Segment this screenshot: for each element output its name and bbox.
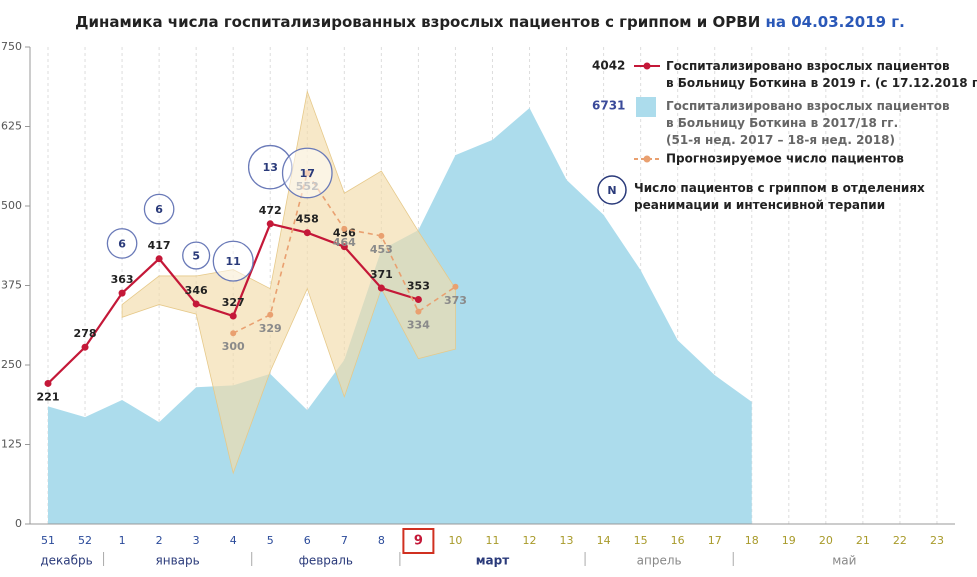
icu-circle bbox=[143, 193, 175, 225]
x-tick-label: 8 bbox=[378, 534, 385, 547]
data-label: 453 bbox=[370, 243, 393, 256]
x-tick-label: 11 bbox=[485, 534, 499, 547]
y-tick-label: 250 bbox=[1, 358, 22, 371]
point bbox=[266, 220, 274, 228]
x-tick-label: 20 bbox=[819, 534, 833, 547]
x-tick-label: 21 bbox=[856, 534, 870, 547]
y-tick-label: 500 bbox=[1, 199, 22, 212]
forecast-point bbox=[415, 308, 422, 315]
data-label: 334 bbox=[407, 319, 430, 332]
data-label: 346 bbox=[185, 284, 208, 297]
data-label: 300 bbox=[222, 340, 245, 353]
x-tick-label: 2 bbox=[156, 534, 163, 547]
y-tick-label: 125 bbox=[1, 438, 22, 451]
icu-label: 17 bbox=[300, 167, 315, 180]
x-tick-label: 15 bbox=[634, 534, 648, 547]
x-tick-label: 17 bbox=[708, 534, 722, 547]
legend-label: Госпитализировано взрослых пациентов в Бо… bbox=[666, 59, 977, 90]
x-tick-label: 52 bbox=[78, 534, 92, 547]
point bbox=[44, 379, 52, 387]
title-text: Динамика числа госпитализированных взрос… bbox=[75, 13, 760, 31]
x-tick-label: 12 bbox=[523, 534, 537, 547]
data-label: 371 bbox=[370, 268, 393, 281]
data-label: 363 bbox=[111, 273, 134, 286]
icu-circle bbox=[106, 228, 138, 259]
legend-total: 6731 bbox=[592, 99, 625, 113]
legend-point bbox=[643, 62, 651, 70]
x-tick-label: 4 bbox=[230, 534, 237, 547]
x-tick-label: 9 bbox=[414, 534, 423, 549]
y-tick-label: 750 bbox=[1, 40, 22, 53]
x-tick-label: 3 bbox=[193, 534, 200, 547]
month-label: апрель bbox=[637, 554, 682, 568]
x-tick-label: 7 bbox=[341, 534, 348, 547]
legend-swatch bbox=[636, 97, 656, 117]
point bbox=[340, 243, 348, 251]
legend-icu-circle bbox=[597, 175, 627, 205]
data-label: 221 bbox=[37, 390, 60, 403]
icu-circle bbox=[212, 240, 254, 282]
data-label: 327 bbox=[222, 296, 245, 309]
forecast-point bbox=[378, 232, 385, 239]
legend-icu-symbol: N bbox=[607, 184, 616, 197]
point bbox=[118, 289, 126, 297]
icu-circle bbox=[182, 241, 211, 270]
point bbox=[81, 343, 89, 351]
forecast-point bbox=[452, 283, 459, 290]
x-tick-label: 22 bbox=[893, 534, 907, 547]
icu-circle bbox=[281, 147, 333, 199]
legend-label: Число пациентов с гриппом в отделениях ре… bbox=[634, 181, 925, 212]
current-week-box bbox=[402, 528, 435, 554]
data-label: 417 bbox=[148, 239, 171, 252]
legend-total: 4042 bbox=[592, 59, 625, 73]
icu-label: 6 bbox=[118, 237, 126, 250]
icu-label: 13 bbox=[263, 161, 278, 174]
data-label: 472 bbox=[259, 204, 282, 217]
x-tick-label: 6 bbox=[304, 534, 311, 547]
x-tick-label: 23 bbox=[930, 534, 944, 547]
point bbox=[229, 312, 237, 320]
icu-label: 5 bbox=[192, 250, 200, 263]
y-tick-label: 375 bbox=[1, 279, 22, 292]
data-label: 464 bbox=[333, 236, 356, 249]
month-label: май bbox=[832, 554, 856, 568]
x-tick-label: 18 bbox=[745, 534, 759, 547]
month-label: февраль bbox=[299, 554, 353, 568]
x-tick-label: 13 bbox=[560, 534, 574, 547]
x-tick-label: 1 bbox=[119, 534, 126, 547]
data-label: 373 bbox=[444, 294, 467, 307]
data-label: 278 bbox=[74, 327, 97, 340]
icu-label: 6 bbox=[155, 203, 163, 216]
data-label: 458 bbox=[296, 213, 319, 226]
point bbox=[192, 300, 200, 308]
x-tick-label: 16 bbox=[671, 534, 685, 547]
x-tick-label: 51 bbox=[41, 534, 55, 547]
x-tick-label: 5 bbox=[267, 534, 274, 547]
data-label: 329 bbox=[259, 322, 282, 335]
month-label: январь bbox=[156, 554, 200, 568]
point bbox=[377, 284, 385, 292]
point bbox=[155, 255, 163, 263]
legend-label: Госпитализировано взрослых пациентов в Бо… bbox=[666, 99, 950, 147]
legend-point bbox=[643, 155, 651, 163]
x-tick-label: 19 bbox=[782, 534, 796, 547]
chart-title: Динамика числа госпитализированных взрос… bbox=[75, 13, 905, 31]
data-label: 353 bbox=[407, 279, 430, 292]
forecast-point bbox=[267, 311, 274, 318]
x-tick-label: 14 bbox=[597, 534, 611, 547]
forecast-point bbox=[341, 225, 348, 232]
y-tick-label: 625 bbox=[1, 120, 22, 133]
y-tick-label: 0 bbox=[15, 517, 22, 530]
point bbox=[303, 229, 311, 237]
forecast-point bbox=[230, 330, 237, 337]
x-tick-label: 10 bbox=[448, 534, 462, 547]
month-label: декабрь bbox=[40, 554, 92, 568]
point bbox=[414, 295, 422, 303]
legend-label: Прогнозируемое число пациентов bbox=[666, 152, 904, 166]
icu-label: 11 bbox=[226, 255, 241, 268]
month-label: март bbox=[476, 554, 509, 568]
title-date: на 04.03.2019 г. bbox=[765, 13, 904, 31]
